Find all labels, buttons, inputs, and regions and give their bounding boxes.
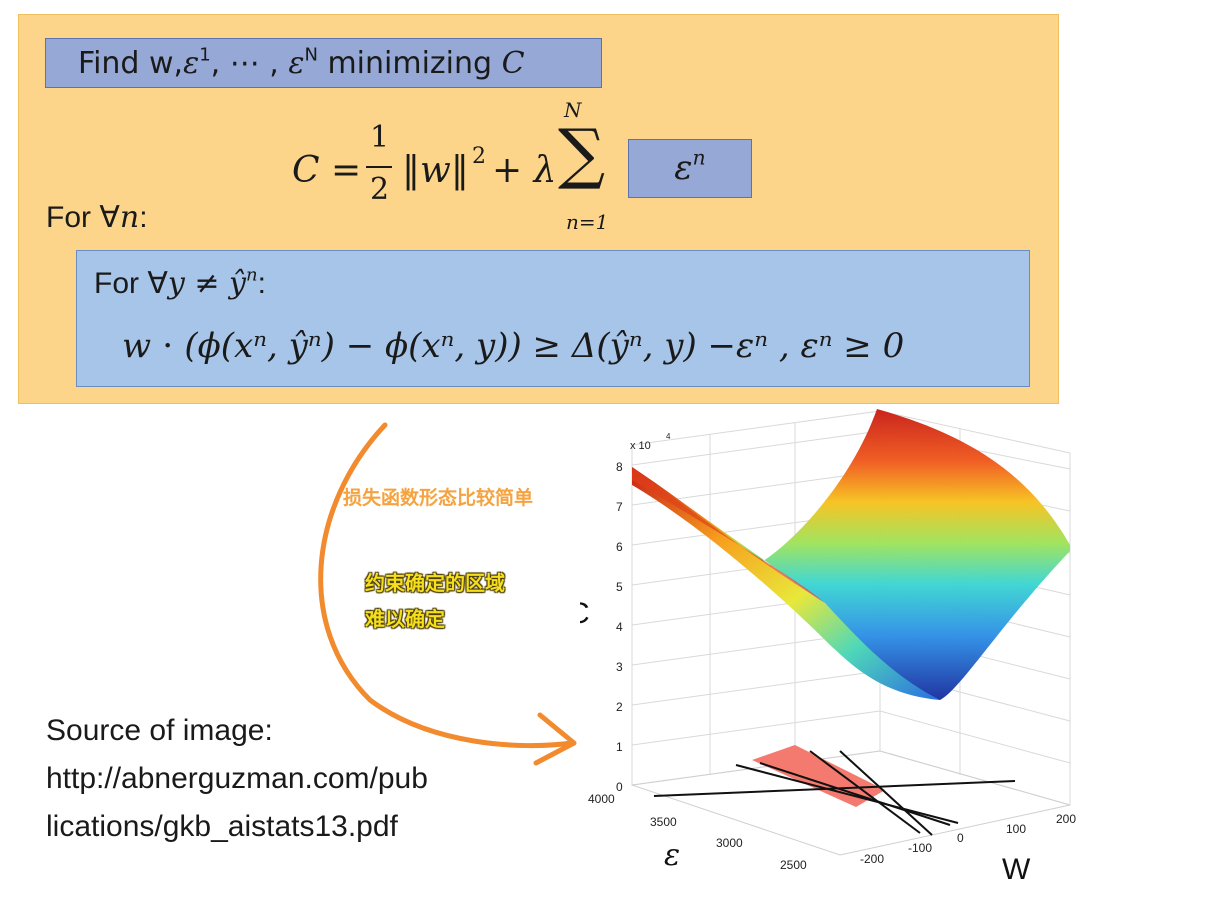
z-tick-3: 3 xyxy=(616,660,623,674)
eps-1-sup: 1 xyxy=(199,44,211,66)
w-tick-neg200: -200 xyxy=(860,852,884,866)
eps-N-sup: N xyxy=(304,44,318,66)
for-all-y-text: For ∀ xyxy=(94,267,168,300)
for-all-n-var: n xyxy=(119,200,140,235)
z-tick-7: 7 xyxy=(616,500,623,514)
find-C: C xyxy=(501,46,525,81)
source-url-line-2: lications/gkb_aistats13.pdf xyxy=(46,810,398,843)
z-tick-8: 8 xyxy=(616,460,623,474)
surface-plot: 8 7 6 5 4 3 2 1 0 x 10 4 C 4000 3500 300… xyxy=(580,409,1076,886)
plus-lambda: + λ xyxy=(492,150,557,191)
w-tick-200: 200 xyxy=(1056,812,1076,826)
z-tick-0: 0 xyxy=(616,780,623,794)
constraint-box xyxy=(76,250,1030,387)
objective-heading: Find w,ε1, ⋯ , εN minimizing C xyxy=(45,38,602,88)
find-dots: , ⋯ , xyxy=(210,46,289,81)
eps-1: ε xyxy=(183,46,200,81)
half-denominator: 2 xyxy=(370,172,390,207)
for-all-y-label: For ∀y ≠ ŷn: xyxy=(94,266,266,301)
eps-tick-3000: 3000 xyxy=(716,836,743,850)
constraint-line-2 xyxy=(735,764,959,824)
for-all-y-sup: n xyxy=(245,264,258,286)
z-tick-4: 4 xyxy=(616,620,623,634)
w-tick-100: 100 xyxy=(1006,822,1026,836)
loss-note: 损失函数形态比较简单 xyxy=(343,487,534,509)
constraint-line-3 xyxy=(759,762,951,826)
cost-surface xyxy=(632,409,1070,700)
margin-constraint: w ⋅ (ϕ(xⁿ, ŷⁿ) − ϕ(xⁿ, y)) ≥ Δ(ŷⁿ, y) −ε… xyxy=(122,326,905,366)
constraint-line-4 xyxy=(809,750,921,834)
half-numerator: 1 xyxy=(370,120,390,155)
fraction-bar xyxy=(366,166,392,168)
z-tick-1: 1 xyxy=(616,740,623,754)
slack-eps: ε xyxy=(674,148,693,188)
slack-term-box: εn xyxy=(628,139,752,198)
for-all-n-label: For ∀n: xyxy=(46,200,148,235)
eps-N: ε xyxy=(288,46,305,81)
eps-tick-2500: 2500 xyxy=(780,858,807,872)
constraint-line-1 xyxy=(653,780,1016,797)
z-tick-6: 6 xyxy=(616,540,623,554)
source-url-line-1: http://abnerguzman.com/pub xyxy=(46,762,428,795)
sum-symbol: ∑ xyxy=(558,115,606,192)
z-axis: 8 7 6 5 4 3 2 1 0 x 10 4 C xyxy=(580,432,671,794)
z-axis-label: C xyxy=(580,597,590,630)
slack-eps-sup: n xyxy=(692,145,706,170)
eps-tick-3500: 3500 xyxy=(650,815,677,829)
eps-tick-4000: 4000 xyxy=(588,792,615,806)
norm-squared: 2 xyxy=(472,144,486,169)
for-all-n-text: For ∀ xyxy=(46,201,120,234)
z-tick-5: 5 xyxy=(616,580,623,594)
w-tick-0: 0 xyxy=(957,831,964,845)
sum-lower-limit: n=1 xyxy=(566,210,609,234)
c-lhs: C = xyxy=(292,150,362,191)
z-tick-2: 2 xyxy=(616,700,623,714)
w-tick-neg100: -100 xyxy=(908,841,932,855)
find-suffix: minimizing xyxy=(317,46,502,81)
feasible-region xyxy=(752,745,885,807)
constraint-note-1: 约束确定的区域 xyxy=(365,571,505,595)
curved-arrow-icon xyxy=(318,422,577,766)
sum-upper-limit: N xyxy=(564,98,582,122)
for-all-y-colon: : xyxy=(257,267,266,300)
objective-formula: C = 1 2 ‖w‖ 2 + λ N ∑ n=1 xyxy=(292,98,622,238)
find-prefix: Find w, xyxy=(78,46,184,81)
z-scale-label: x 10 xyxy=(630,440,651,452)
eps-axis: 4000 3500 3000 2500 ε xyxy=(588,792,807,873)
w-axis: -200 -100 0 100 200 W xyxy=(860,812,1076,886)
eps-axis-label: ε xyxy=(664,838,680,873)
w-axis-label: W xyxy=(1002,853,1031,886)
z-scale-exponent: 4 xyxy=(666,432,671,441)
norm-w: ‖w‖ xyxy=(402,150,469,191)
for-all-n-colon: : xyxy=(139,201,148,234)
source-heading: Source of image: xyxy=(46,714,273,747)
plot-floor xyxy=(631,745,1071,856)
for-all-y-expr: y ≠ ŷ xyxy=(167,266,246,301)
constraint-note-2: 难以确定 xyxy=(365,607,445,631)
constraint-line-5 xyxy=(839,750,933,836)
